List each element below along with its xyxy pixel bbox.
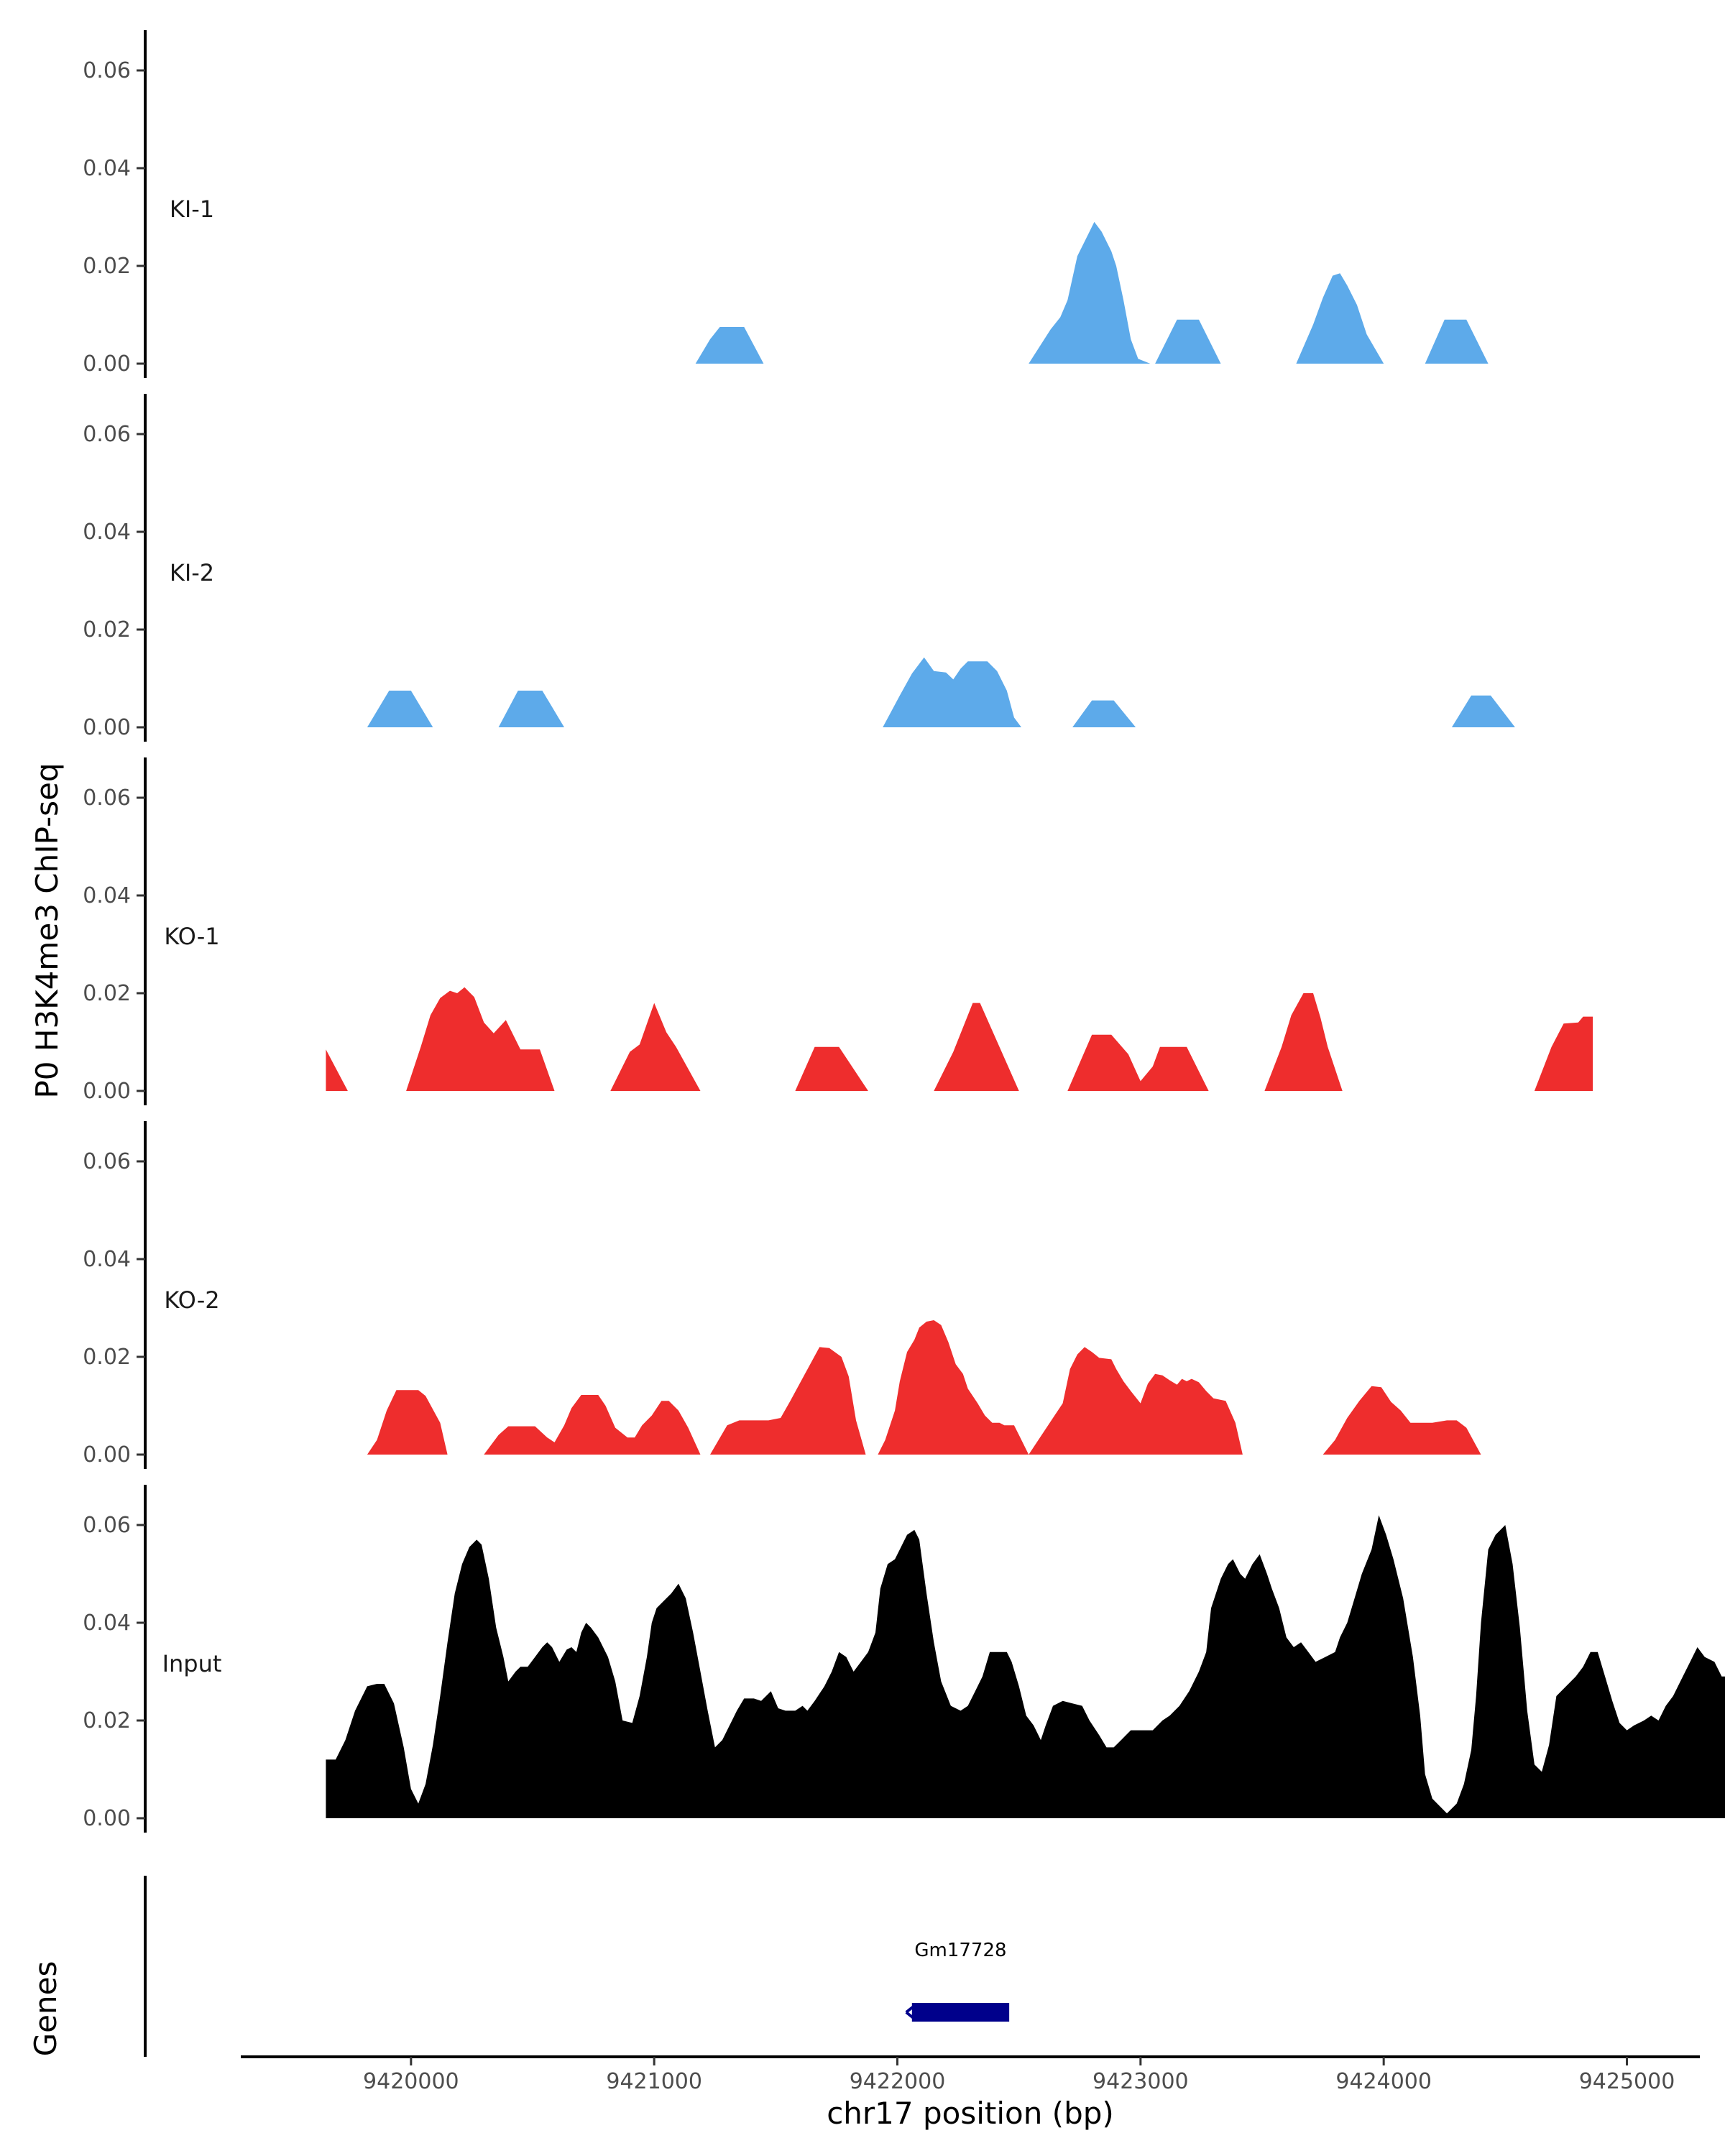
y-tick-label: 0.00	[83, 1806, 131, 1831]
signal-area	[695, 327, 764, 364]
y-tick-label: 0.04	[83, 883, 131, 908]
gene-gm17728: Gm17728	[905, 1940, 1010, 2022]
y-tick-label: 0.06	[83, 786, 131, 811]
gene-strand-arrow-icon	[905, 2005, 915, 2019]
gene-label: Gm17728	[914, 1940, 1006, 1961]
y-tick-label: 0.04	[83, 520, 131, 545]
signal-area	[883, 657, 1021, 727]
y-tick-label: 0.02	[83, 1708, 131, 1733]
x-tick-label: 9424000	[1335, 2069, 1432, 2094]
signal-area	[710, 1347, 866, 1455]
y-tick-label: 0.02	[83, 981, 131, 1006]
track-label: KI-2	[170, 559, 214, 586]
track-label: KO-1	[164, 923, 219, 950]
signal-area	[610, 1003, 701, 1091]
signal-area	[1067, 1034, 1209, 1091]
signal-area	[484, 1395, 701, 1455]
y-tick-label: 0.00	[83, 715, 131, 740]
signal-area	[1264, 993, 1343, 1091]
signal-area	[498, 691, 564, 727]
signal-area	[1029, 1347, 1243, 1455]
track-input: 0.00 0.02 0.04 0.06 Input	[83, 1485, 1725, 1833]
track-ko-1: 0.00 0.02 0.04 0.06 KO-1	[83, 757, 1593, 1105]
signal-area	[878, 1320, 1029, 1455]
y-tick-label: 0.00	[83, 351, 131, 377]
signal-area	[367, 691, 433, 727]
signal-area	[1029, 221, 1151, 364]
y-tick-label: 0.04	[83, 156, 131, 181]
track-label: Input	[162, 1650, 222, 1677]
y-tick-label: 0.02	[83, 254, 131, 279]
y-tick-label: 0.04	[83, 1611, 131, 1636]
track-ko-2: 0.00 0.02 0.04 0.06 KO-2	[83, 1121, 1481, 1469]
signal-area	[1534, 1016, 1593, 1091]
y-tick-label: 0.06	[83, 1513, 131, 1538]
x-tick-label: 9422000	[850, 2069, 946, 2094]
track-label: KI-1	[170, 195, 214, 223]
genes-axis-title: Genes	[28, 1961, 63, 2057]
track-label: KO-2	[164, 1286, 219, 1314]
signal-area	[367, 1390, 448, 1455]
signal-area	[1072, 700, 1136, 727]
track-ki-2: 0.00 0.02 0.04 0.06 KI-2	[83, 394, 1515, 742]
signal-area	[326, 1049, 348, 1091]
x-axis: 9420000 9421000 9422000 9423000 9424000 94250…	[241, 2055, 1700, 2094]
genes-layer: Gm17728	[144, 1876, 1010, 2057]
signal-area	[326, 1515, 1725, 1818]
signal-area	[1451, 695, 1515, 727]
signal-area	[1155, 319, 1221, 364]
track-ki-1: 0.00 0.02 0.04 0.06 KI-1	[83, 30, 1489, 378]
signal-area	[934, 1003, 1019, 1091]
signal-area	[795, 1046, 868, 1091]
y-tick-label: 0.00	[83, 1079, 131, 1104]
y-tick-label: 0.06	[83, 58, 131, 83]
x-tick-label: 9425000	[1579, 2069, 1675, 2094]
x-tick-label: 9420000	[363, 2069, 459, 2094]
signal-area	[406, 987, 555, 1091]
gene-body	[911, 2003, 1010, 2022]
x-axis-title: chr17 position (bp)	[827, 2096, 1114, 2131]
y-tick-label: 0.02	[83, 617, 131, 642]
y-axis-title: P0 H3K4me3 ChIP-seq	[29, 763, 65, 1098]
signal-area	[1322, 1386, 1481, 1455]
x-tick-label: 9421000	[606, 2069, 702, 2094]
y-tick-label: 0.02	[83, 1345, 131, 1370]
y-tick-label: 0.06	[83, 422, 131, 447]
y-tick-label: 0.00	[83, 1442, 131, 1468]
x-tick-label: 9423000	[1092, 2069, 1189, 2094]
y-tick-label: 0.04	[83, 1247, 131, 1272]
signal-area	[1425, 319, 1489, 364]
tracks-layer: 0.00 0.02 0.04 0.06 KI-1 0.00 0.02 0.04 0.06 KI-2…	[83, 30, 1725, 1833]
signal-area	[1296, 273, 1384, 364]
y-tick-label: 0.06	[83, 1149, 131, 1174]
